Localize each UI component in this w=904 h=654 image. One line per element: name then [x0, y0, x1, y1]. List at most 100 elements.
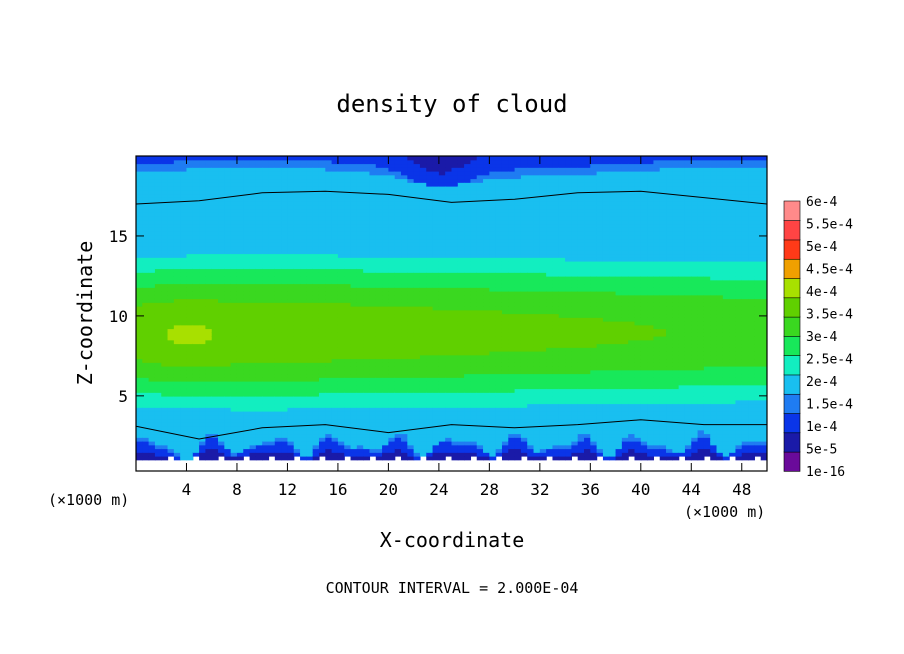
heatmap-cell: [350, 223, 358, 228]
heatmap-cell: [394, 279, 402, 285]
heatmap-cell: [457, 242, 465, 247]
heatmap-cell: [281, 174, 289, 180]
heatmap-cell: [356, 336, 364, 341]
heatmap-cell: [161, 167, 169, 172]
heatmap-cell: [148, 231, 156, 236]
heatmap-cell: [476, 294, 484, 300]
heatmap-cell: [274, 313, 282, 318]
heatmap-cell: [382, 193, 389, 198]
heatmap-cell: [255, 373, 263, 378]
heatmap-cell: [318, 178, 326, 183]
heatmap-cell: [419, 167, 427, 172]
heatmap-cell: [394, 261, 402, 266]
heatmap-cell: [325, 231, 333, 236]
heatmap-cell: [407, 227, 415, 232]
heatmap-cell: [514, 283, 522, 288]
heatmap-cell: [401, 362, 408, 367]
heatmap-cell: [369, 332, 377, 337]
heatmap-cell: [224, 324, 232, 330]
heatmap-cell: [369, 452, 377, 457]
heatmap-cell: [262, 411, 270, 416]
heatmap-cell: [205, 253, 213, 258]
heatmap-cell: [306, 223, 314, 228]
heatmap-cell: [173, 216, 181, 221]
heatmap-cell: [268, 291, 276, 296]
heatmap-cell: [470, 403, 478, 408]
heatmap-cell: [167, 189, 175, 195]
heatmap-cell: [514, 216, 522, 221]
heatmap-cell: [350, 257, 358, 262]
heatmap-cell: [199, 264, 207, 270]
heatmap-cell: [407, 257, 415, 262]
heatmap-cell: [337, 452, 345, 457]
heatmap-cell: [337, 171, 345, 176]
heatmap-cell: [426, 422, 434, 427]
heatmap-cell: [230, 456, 238, 461]
heatmap-cell: [382, 396, 389, 401]
heatmap-cell: [451, 276, 459, 281]
heatmap-cell: [300, 429, 307, 435]
heatmap-cell: [489, 399, 497, 405]
heatmap-cell: [300, 422, 307, 427]
heatmap-cell: [445, 294, 453, 300]
heatmap-cell: [483, 332, 490, 337]
heatmap-cell: [457, 234, 465, 240]
heatmap-cell: [293, 204, 301, 210]
heatmap-cell: [388, 411, 396, 416]
heatmap-cell: [199, 171, 207, 176]
heatmap-cell: [224, 242, 232, 247]
heatmap-cell: [350, 197, 358, 202]
heatmap-cell: [337, 174, 345, 180]
heatmap-cell: [508, 193, 516, 198]
heatmap-cell: [281, 234, 289, 240]
heatmap-cell: [464, 384, 472, 390]
heatmap-cell: [236, 339, 244, 345]
heatmap-cell: [331, 174, 339, 180]
heatmap-cell: [375, 441, 383, 446]
heatmap-cell: [268, 321, 276, 326]
heatmap-cell: [388, 167, 396, 172]
heatmap-cell: [438, 246, 446, 251]
heatmap-cell: [344, 444, 352, 450]
heatmap-cell: [224, 396, 232, 401]
heatmap-cell: [218, 291, 225, 296]
heatmap-cell: [350, 369, 358, 375]
heatmap-cell: [451, 264, 459, 270]
heatmap-cell: [167, 204, 175, 210]
heatmap-cell: [331, 219, 339, 225]
heatmap-cell: [388, 384, 396, 390]
heatmap-cell: [401, 156, 408, 161]
heatmap-cell: [432, 227, 440, 232]
heatmap-cell: [489, 167, 497, 172]
heatmap-cell: [281, 441, 289, 446]
heatmap-cell: [445, 178, 453, 183]
heatmap-cell: [369, 204, 377, 210]
heatmap-cell: [199, 216, 207, 221]
heatmap-cell: [180, 396, 188, 401]
heatmap-cell: [407, 249, 415, 255]
heatmap-cell: [312, 444, 320, 450]
heatmap-cell: [306, 227, 314, 232]
heatmap-cell: [312, 369, 320, 375]
heatmap-cell: [388, 347, 396, 352]
heatmap-cell: [413, 249, 421, 255]
heatmap-cell: [148, 351, 156, 356]
heatmap-cell: [148, 373, 156, 378]
heatmap-cell: [274, 298, 282, 303]
heatmap-cell: [470, 444, 478, 450]
heatmap-cell: [350, 253, 358, 258]
heatmap-cell: [520, 324, 528, 330]
heatmap-cell: [211, 354, 219, 360]
heatmap-cell: [388, 448, 396, 453]
heatmap-cell: [369, 197, 377, 202]
heatmap-cell: [407, 283, 415, 288]
heatmap-cell: [249, 392, 257, 397]
heatmap-cell: [318, 426, 326, 431]
heatmap-cell: [514, 219, 522, 225]
heatmap-cell: [142, 392, 150, 397]
heatmap-cell: [218, 369, 225, 375]
heatmap-cell: [375, 302, 383, 307]
heatmap-cell: [281, 268, 289, 273]
heatmap-cell: [394, 283, 402, 288]
heatmap-cell: [331, 369, 339, 375]
